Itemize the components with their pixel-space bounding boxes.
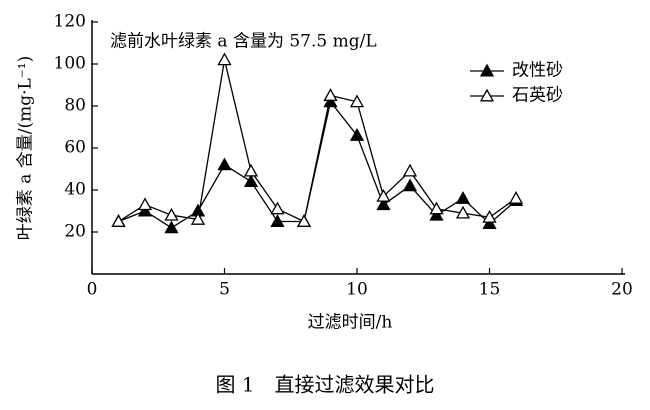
marker: [402, 163, 418, 177]
marker: [429, 201, 444, 215]
legend-marker: [479, 63, 495, 77]
annotation: 滤前水叶绿素 a 含量为 57.5 mg/L: [110, 32, 377, 52]
legend-label: 改性砂: [512, 61, 563, 81]
marker: [296, 214, 312, 227]
marker: [243, 174, 259, 188]
marker: [164, 220, 179, 234]
caption: 图 1 直接过滤效果对比: [215, 373, 434, 397]
marker: [190, 212, 206, 225]
marker: [429, 207, 444, 221]
marker: [402, 178, 418, 192]
marker: [270, 201, 285, 215]
x-axis-label: 过滤时间/h: [308, 313, 393, 333]
marker: [137, 203, 153, 217]
marker: [482, 216, 497, 230]
marker: [323, 88, 338, 101]
marker: [455, 205, 471, 219]
marker: [349, 128, 365, 141]
series-line: [118, 100, 517, 229]
marker: [270, 214, 285, 227]
legend-label: 石英砂: [512, 86, 563, 106]
x-tick-label: 5: [219, 280, 230, 300]
marker: [164, 207, 179, 221]
marker: [243, 163, 259, 177]
marker: [349, 94, 365, 108]
y-tick-label: 80: [64, 96, 86, 116]
y-tick-label: 100: [54, 54, 86, 74]
x-tick-label: 0: [87, 280, 98, 300]
marker: [217, 157, 232, 171]
y-axis-label: 叶绿素 a 含量/(mg·L⁻¹): [16, 56, 36, 240]
y-tick-label: 120: [54, 12, 86, 32]
x-tick-label: 20: [611, 280, 633, 300]
marker: [323, 94, 338, 108]
marker: [137, 197, 153, 211]
y-tick-label: 60: [64, 138, 86, 158]
y-tick-label: 40: [64, 180, 86, 200]
marker: [376, 188, 391, 202]
series-line: [118, 59, 517, 223]
x-tick-label: 10: [346, 280, 368, 300]
marker: [482, 209, 497, 223]
marker: [111, 214, 126, 227]
marker: [455, 191, 471, 204]
y-tick-label: 20: [64, 222, 86, 242]
marker: [508, 191, 524, 204]
marker: [217, 52, 232, 66]
x-tick-label: 15: [479, 280, 501, 300]
marker: [376, 197, 391, 211]
legend-marker: [479, 88, 495, 102]
